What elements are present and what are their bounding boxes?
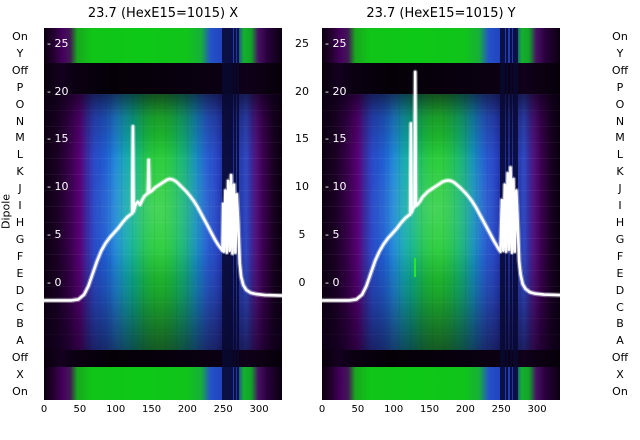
row-label: N (615, 114, 625, 128)
row-label: Y (16, 46, 24, 60)
row-label: X (616, 368, 624, 382)
row-label: J (18, 182, 22, 196)
row-label: M (615, 131, 625, 145)
row-label: J (618, 182, 622, 196)
row-label: L (16, 148, 24, 162)
row-label: On (12, 385, 28, 399)
heatmap-panel-x: - 25- 20- 15- 10- 5- 0 (44, 28, 282, 400)
row-label: X (16, 368, 24, 382)
row-label: A (16, 334, 24, 348)
heatmap-panel-y: - 25- 20- 15- 10- 5- 0 (322, 28, 560, 400)
x-tick-label: 200 (177, 404, 197, 415)
row-label: I (18, 199, 22, 213)
band-on-top (44, 28, 282, 63)
title-right: 23.7 (HexE15=1015) Y (366, 6, 516, 21)
x-tick-label: 250 (213, 404, 233, 415)
band-on-bottom (44, 367, 282, 400)
row-label: On (12, 29, 28, 43)
title-left: 23.7 (HexE15=1015) X (87, 6, 239, 21)
x-tick-label: 50 (351, 404, 365, 415)
value-tick-label: 20 (295, 84, 309, 98)
value-tick-label: 15 (295, 132, 309, 146)
x-tick-label: 300 (249, 404, 269, 415)
row-label: P (616, 80, 624, 94)
mid-ticks: 25 20 15 10 5 0 (282, 0, 322, 440)
band-off-top (322, 63, 560, 94)
value-tick-label: 25 (295, 36, 309, 50)
row-labels-left: On Y Off P O N M L K J I H G F E D C B A Off X On (4, 0, 36, 440)
row-label: B (16, 317, 24, 331)
row-label: A (616, 334, 624, 348)
value-tick-label: 0 (298, 275, 306, 289)
x-tick-label: 0 (40, 404, 48, 415)
x-tick-label: 50 (73, 404, 87, 415)
band-off-top (44, 63, 282, 94)
row-label: D (15, 283, 25, 297)
x-ticks-right: 0 50 100 150 200 250 300 (319, 404, 560, 418)
row-label: K (16, 165, 24, 179)
row-label: M (15, 131, 25, 145)
band-on-top (322, 28, 560, 63)
row-label: F (616, 249, 624, 263)
x-tick-label: 250 (491, 404, 511, 415)
value-tick-label: 5 (298, 227, 306, 241)
profile-line-y (322, 69, 560, 303)
row-label: N (15, 114, 25, 128)
row-label: G (615, 232, 625, 246)
profile-line-x (44, 123, 282, 303)
row-label: P (16, 80, 24, 94)
row-label: H (615, 215, 625, 229)
x-tick-label: 100 (384, 404, 404, 415)
row-label: C (16, 300, 24, 314)
x-tick-label: 150 (419, 404, 440, 415)
x-tick-label: 150 (141, 404, 162, 415)
row-label: C (616, 300, 624, 314)
row-labels-right: On Y Off P O N M L K J I H G F E D C B A Off X On (602, 0, 638, 440)
band-on-bottom (322, 367, 560, 400)
value-tick-label: 10 (295, 180, 309, 194)
row-label: Off (611, 63, 629, 77)
x-tick-label: 200 (455, 404, 475, 415)
row-label: On (612, 385, 628, 399)
x-tick-label: 0 (318, 404, 326, 415)
row-label: H (15, 215, 25, 229)
row-label: Off (11, 63, 29, 77)
x-tick-label: 100 (106, 404, 126, 415)
row-label: F (16, 249, 24, 263)
row-label: On (612, 29, 628, 43)
x-ticks-left: 0 50 100 150 200 250 300 (41, 404, 282, 418)
row-label: E (616, 266, 624, 280)
band-main (322, 94, 560, 350)
row-label: D (615, 283, 625, 297)
row-label: Off (611, 351, 629, 365)
band-main (44, 94, 282, 350)
row-label: O (15, 97, 25, 111)
row-label: L (616, 148, 624, 162)
row-label: E (16, 266, 24, 280)
row-label: Off (11, 351, 29, 365)
row-label: G (15, 232, 25, 246)
row-label: B (616, 317, 624, 331)
row-label: O (615, 97, 625, 111)
x-tick-label: 300 (527, 404, 547, 415)
row-label: K (616, 165, 624, 179)
row-label: Y (616, 46, 624, 60)
row-label: I (618, 199, 622, 213)
